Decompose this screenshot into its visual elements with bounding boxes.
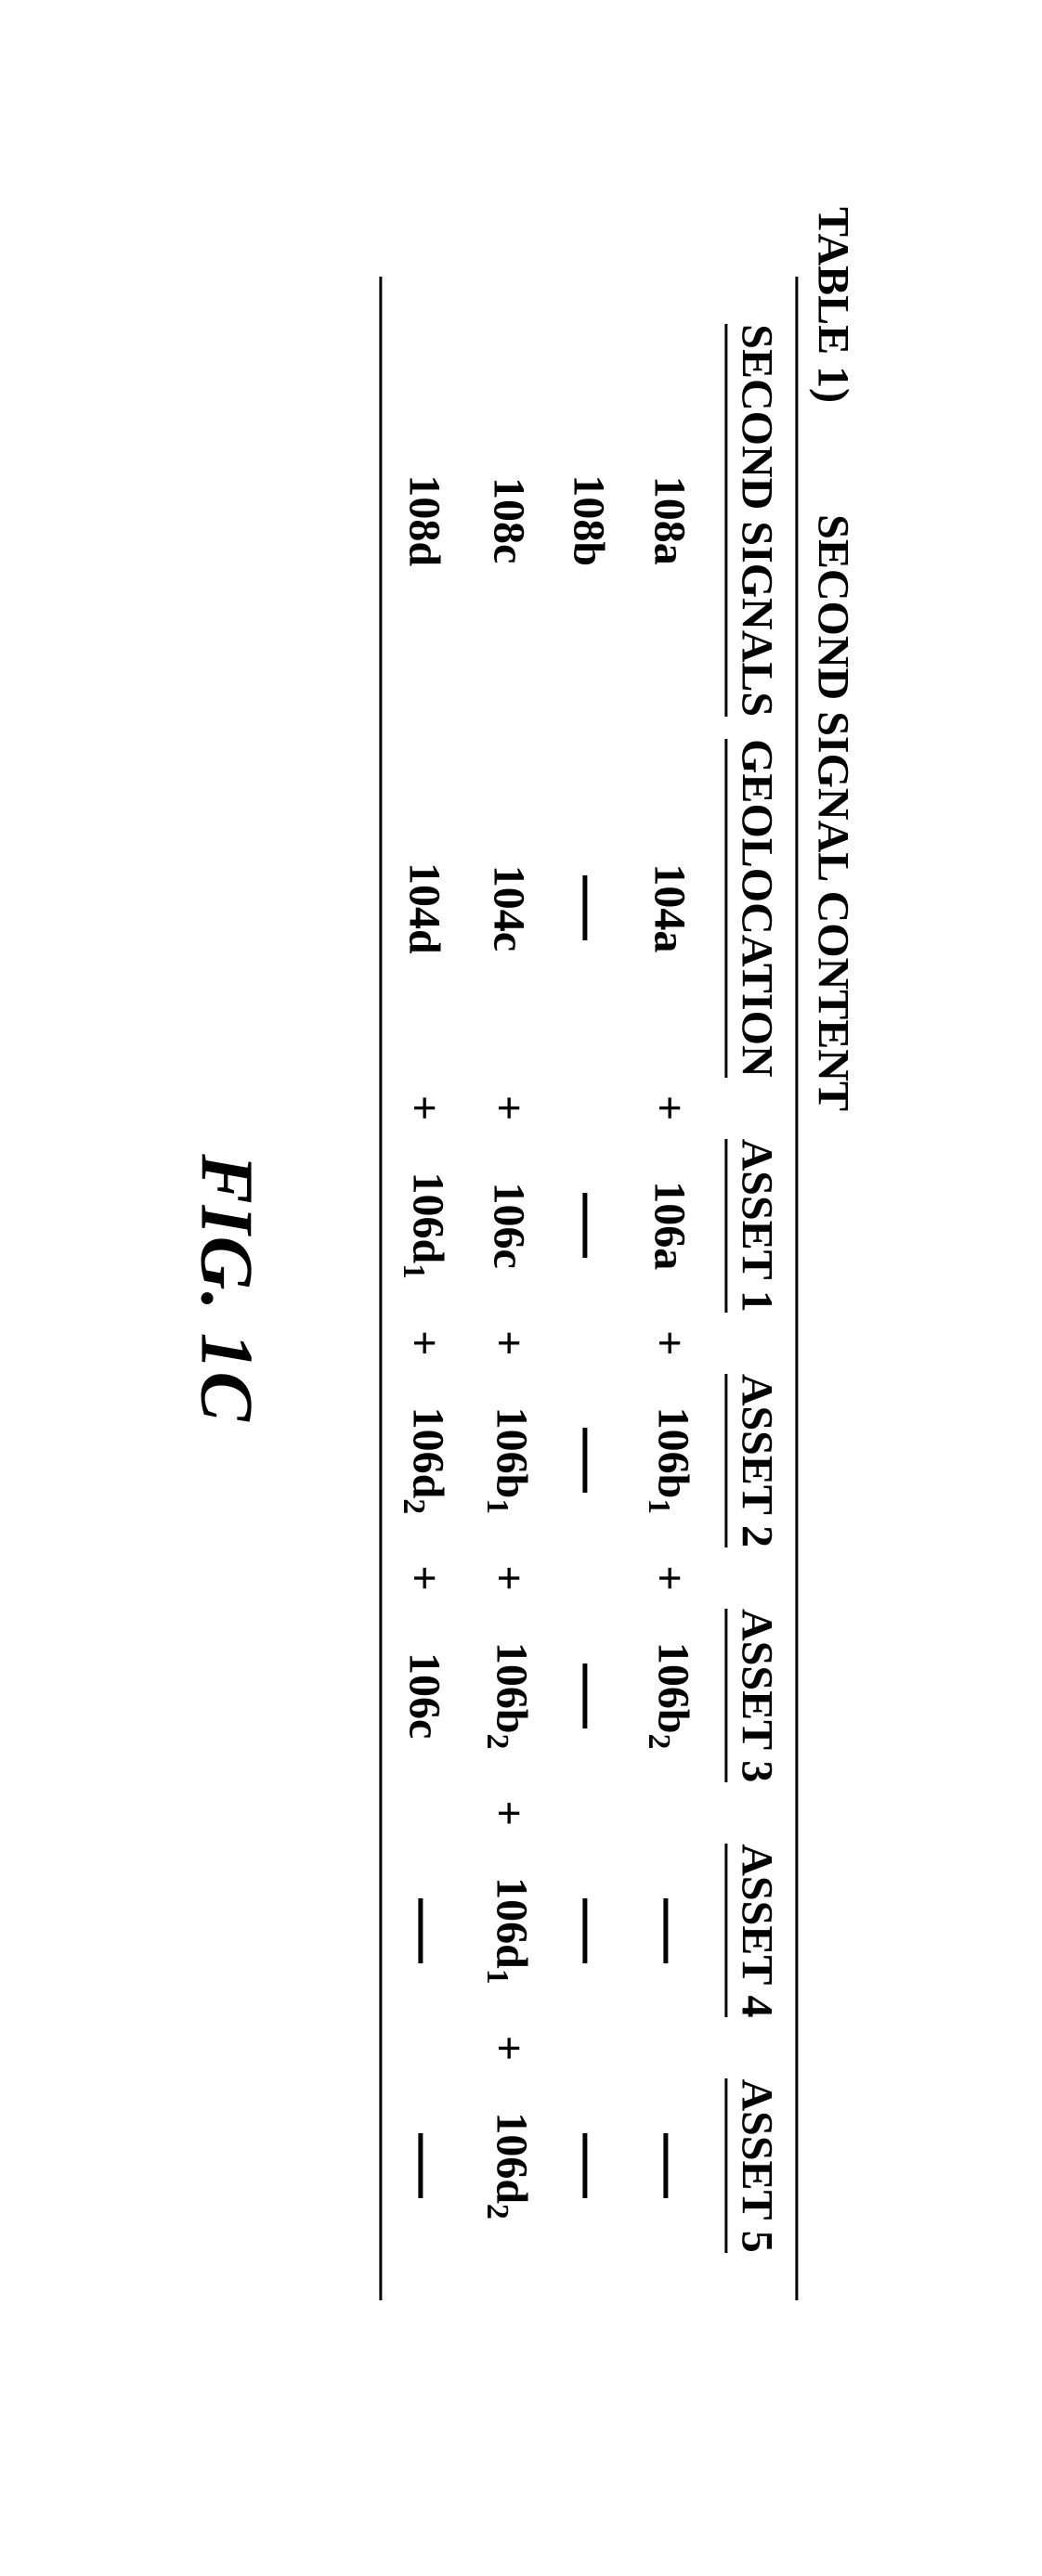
cell-signal: 108a: [628, 313, 712, 728]
cell-geo: 104d: [383, 728, 467, 1089]
sep-header: [711, 1559, 795, 1598]
cell-geo: 104c: [466, 728, 551, 1089]
rotated-content: TABLE 1) SECOND SIGNAL CONTENT SECOND SI…: [184, 175, 859, 2402]
cell-asset4: [628, 1832, 712, 2028]
plus-icon: +: [466, 1088, 551, 1127]
plus-icon: +: [466, 1323, 551, 1362]
plus-icon: [383, 1793, 467, 1832]
dash-icon: [663, 1897, 668, 1962]
table-label: TABLE 1): [807, 207, 858, 403]
plus-icon: [383, 2028, 467, 2067]
plus-icon: [628, 1793, 712, 1832]
col-header-asset4: ASSET 4: [711, 1832, 795, 2028]
table-row: 108c104c+106c+106b1+106b2+106d1+106d2: [466, 313, 551, 2263]
cell-asset5: 106d2: [466, 2067, 551, 2263]
plus-icon: +: [466, 1793, 551, 1832]
dash-icon: [582, 1663, 587, 1728]
dash-icon: [582, 2133, 587, 2198]
cell-asset5: [383, 2067, 467, 2263]
plus-icon: +: [383, 1088, 467, 1127]
plus-icon: [551, 1323, 628, 1362]
sep-header: [711, 2028, 795, 2067]
figure-caption: FIG. 1C: [184, 1154, 268, 1423]
cell-asset1: 106d1: [383, 1127, 467, 1323]
plus-icon: [551, 1559, 628, 1598]
cell-asset5: [628, 2067, 712, 2263]
dash-icon: [582, 875, 587, 940]
table-title-row: TABLE 1) SECOND SIGNAL CONTENT: [807, 142, 858, 2435]
plus-icon: [551, 1088, 628, 1127]
plus-icon: +: [383, 1323, 467, 1362]
plus-icon: +: [466, 2028, 551, 2067]
sep-header: [711, 1323, 795, 1362]
cell-asset4: 106d1: [466, 1832, 551, 2028]
cell-geo: 104a: [628, 728, 712, 1089]
page: TABLE 1) SECOND SIGNAL CONTENT SECOND SI…: [0, 0, 1042, 2576]
col-header-asset2: ASSET 2: [711, 1362, 795, 1558]
table-row: 108d104d+106d1+106d2+106c: [383, 313, 467, 2263]
cell-signal: 108b: [551, 313, 628, 728]
cell-asset4: [551, 1832, 628, 2028]
cell-asset2: 106d2: [383, 1362, 467, 1558]
rule-top: [795, 277, 798, 2300]
sep-header: [711, 1088, 795, 1127]
table-title: SECOND SIGNAL CONTENT: [807, 514, 858, 1111]
cell-asset2: [551, 1362, 628, 1558]
table-body: 108a104a+106a+106b1+106b2108b108c104c+10…: [383, 313, 712, 2263]
cell-asset3: 106b2: [466, 1598, 551, 1793]
cell-asset3: 106b2: [628, 1598, 712, 1793]
cell-asset1: [551, 1127, 628, 1323]
cell-asset4: [383, 1832, 467, 2028]
dash-icon: [663, 2133, 668, 2198]
dash-icon: [582, 1428, 587, 1493]
table-row: 108a104a+106a+106b1+106b2: [628, 313, 712, 2263]
dash-icon: [418, 1897, 423, 1962]
plus-icon: [628, 2028, 712, 2067]
dash-icon: [582, 1193, 587, 1258]
plus-icon: +: [383, 1559, 467, 1598]
cell-asset2: 106b1: [466, 1362, 551, 1558]
col-header-geo: GEOLOCATION: [711, 728, 795, 1089]
plus-icon: +: [628, 1088, 712, 1127]
plus-icon: [551, 2028, 628, 2067]
col-header-signals: SECOND SIGNALS: [711, 313, 795, 728]
sep-header: [711, 1793, 795, 1832]
col-header-asset3: ASSET 3: [711, 1598, 795, 1793]
cell-asset1: 106c: [466, 1127, 551, 1323]
rule-bottom: [380, 277, 383, 2300]
data-table: SECOND SIGNALS GEOLOCATION ASSET 1 ASSET…: [383, 313, 796, 2263]
dash-icon: [418, 2133, 423, 2198]
header-row: SECOND SIGNALS GEOLOCATION ASSET 1 ASSET…: [711, 313, 795, 2263]
cell-signal: 108d: [383, 313, 467, 728]
plus-icon: [551, 1793, 628, 1832]
plus-icon: +: [628, 1559, 712, 1598]
cell-asset5: [551, 2067, 628, 2263]
table-row: 108b: [551, 313, 628, 2263]
cell-asset2: 106b1: [628, 1362, 712, 1558]
col-header-asset5: ASSET 5: [711, 2067, 795, 2263]
cell-signal: 108c: [466, 313, 551, 728]
table-container: TABLE 1) SECOND SIGNAL CONTENT SECOND SI…: [184, 175, 859, 2402]
plus-icon: +: [466, 1559, 551, 1598]
cell-asset3: [551, 1598, 628, 1793]
cell-asset1: 106a: [628, 1127, 712, 1323]
dash-icon: [582, 1897, 587, 1962]
cell-asset3: 106c: [383, 1598, 467, 1793]
cell-geo: [551, 728, 628, 1089]
plus-icon: +: [628, 1323, 712, 1362]
col-header-asset1: ASSET 1: [711, 1127, 795, 1323]
